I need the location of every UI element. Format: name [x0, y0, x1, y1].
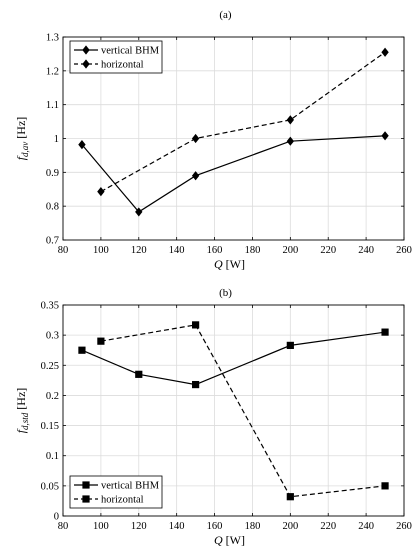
data-point	[97, 187, 105, 197]
x-tick-label: 240	[358, 521, 374, 532]
y-axis-unit: [Hz]	[14, 117, 28, 142]
data-point	[286, 115, 295, 125]
y-axis-label: fd,av [Hz]	[14, 117, 30, 161]
y-tick-label: 0.9	[46, 168, 59, 179]
legend-entry: vertical BHM	[101, 46, 160, 57]
x-tick-label: 240	[358, 245, 374, 256]
legend-entry: vertical BHM	[101, 481, 160, 492]
data-point	[135, 207, 143, 217]
x-tick-label: 160	[207, 245, 223, 256]
data-point	[191, 171, 200, 181]
data-point	[78, 139, 86, 150]
legend: vertical BHM horizontal	[69, 40, 163, 74]
y-axis-subscript: d,av	[20, 142, 30, 157]
legend-marker	[82, 45, 90, 55]
y-tick-label: 0.1	[46, 451, 59, 462]
x-tick-label: 220	[320, 245, 336, 256]
y-tick-label: 1.1	[46, 100, 59, 111]
y-axis-symbol: f	[14, 155, 28, 160]
x-axis-symbol: Q	[214, 257, 223, 271]
x-tick-label: 100	[93, 245, 109, 256]
y-tick-label: 0.8	[46, 202, 59, 213]
data-point	[191, 133, 200, 144]
panel-label: (a)	[219, 9, 232, 21]
x-tick-label: 260	[396, 521, 412, 532]
legend-box	[69, 475, 163, 509]
legend-entry: horizontal	[101, 495, 144, 506]
x-tick-label: 80	[58, 521, 69, 532]
y-axis-subscript: d,std	[20, 412, 30, 430]
series-line	[81, 331, 386, 386]
y-tick-label: 1.2	[46, 66, 59, 77]
x-tick-label: 220	[320, 521, 336, 532]
legend-entry: horizontal	[101, 60, 144, 71]
legend-marker	[82, 481, 90, 489]
x-tick-label: 160	[207, 521, 223, 532]
y-tick-label: 0.25	[41, 361, 59, 372]
data-point	[286, 341, 294, 349]
data-point	[381, 328, 389, 336]
x-tick-label: 200	[282, 245, 298, 256]
x-tick-label: 120	[131, 245, 147, 256]
y-axis-symbol: f	[14, 428, 28, 433]
x-tick-label: 200	[282, 521, 298, 532]
x-tick-label: 100	[93, 521, 109, 532]
data-point	[192, 380, 200, 389]
series-vertical-bhm	[78, 328, 389, 389]
y-tick-label: 0.35	[41, 301, 59, 312]
x-tick-label: 120	[131, 521, 147, 532]
chart-panel-a: (a) 80 100 120 140 160 180 200 220 240 260 0.7 0.8 0.…	[14, 9, 412, 271]
y-axis-label: fd,std [Hz]	[14, 388, 30, 434]
series-horizontal	[97, 47, 389, 197]
y-tick-label: 0.2	[46, 391, 59, 402]
data-point	[381, 131, 389, 141]
x-tick-label: 140	[169, 245, 185, 256]
data-point	[286, 493, 294, 501]
series-line	[100, 324, 386, 498]
y-axis-unit: [Hz]	[14, 388, 28, 413]
data-point	[381, 482, 389, 490]
data-point	[135, 370, 143, 378]
x-tick-label: 180	[245, 245, 261, 256]
data-point	[78, 346, 86, 354]
legend-marker	[82, 495, 90, 503]
data-point	[192, 321, 200, 329]
y-tick-label: 0.7	[46, 236, 59, 247]
y-tick-label: 1	[54, 134, 59, 145]
y-tick-label: 0.05	[41, 481, 59, 492]
x-axis-label: Q [W]	[214, 533, 245, 547]
legend-marker	[82, 59, 90, 69]
x-tick-label: 180	[245, 521, 261, 532]
data-point	[97, 337, 105, 345]
series-line	[100, 51, 386, 193]
data-point	[381, 47, 389, 57]
data-point	[286, 136, 295, 146]
x-axis-unit: [W]	[223, 533, 245, 547]
x-axis-label: Q [W]	[214, 257, 245, 271]
y-tick-label: 0	[54, 512, 59, 523]
panel-label: (b)	[219, 287, 232, 299]
y-tick-label: 0.15	[41, 421, 59, 432]
legend: vertical BHM horizontal	[69, 475, 163, 509]
x-tick-label: 140	[169, 521, 185, 532]
x-axis-symbol: Q	[214, 533, 223, 547]
x-axis-unit: [W]	[223, 257, 245, 271]
series-vertical-bhm	[78, 131, 389, 217]
x-tick-label: 80	[58, 245, 69, 256]
y-tick-label: 0.3	[46, 331, 59, 342]
x-tick-label: 260	[396, 245, 412, 256]
series-line	[81, 135, 386, 213]
plot-frame	[62, 304, 405, 517]
y-tick-label: 1.3	[46, 33, 59, 44]
chart-panel-b: (b) 80 100 120 140 160 180 200 220 240 260 0 0.05 0.1…	[14, 287, 412, 547]
series-horizontal	[97, 321, 389, 501]
